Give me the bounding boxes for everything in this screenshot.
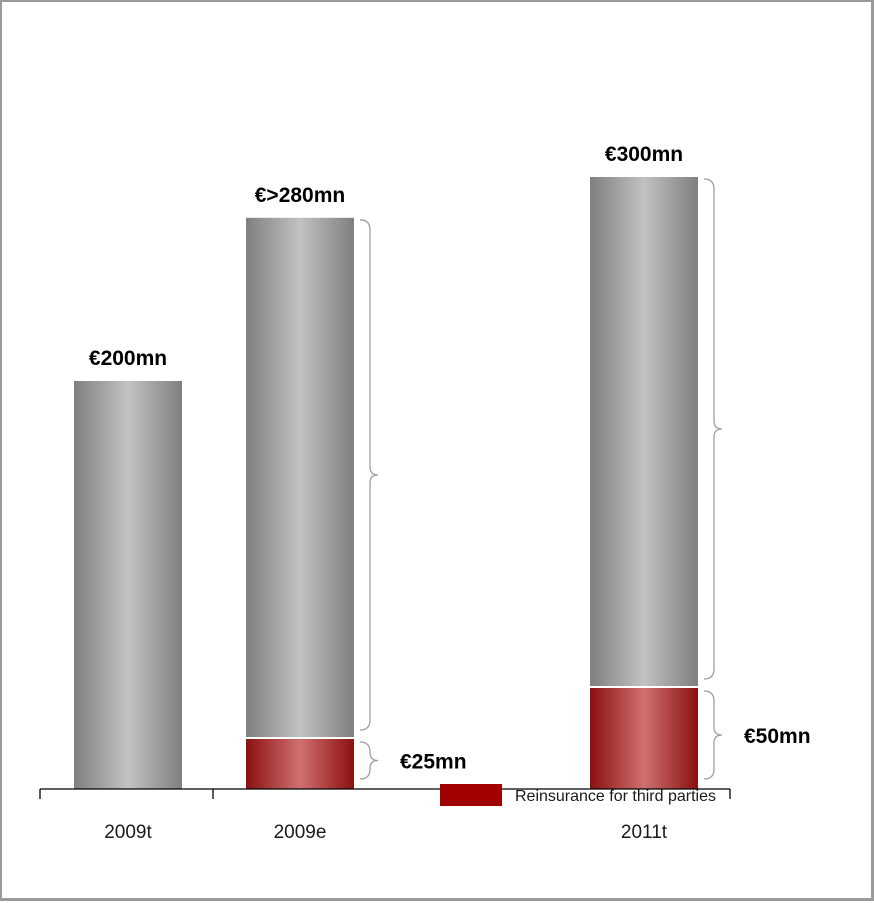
x-tick-label-2011t: 2011t [621, 822, 668, 843]
brace-base-2009e [359, 219, 379, 731]
braces-group [359, 178, 723, 780]
bar-base-2011t [590, 177, 698, 687]
brace-reinsurance-2011t [703, 690, 723, 780]
legend-swatch-reinsurance [440, 784, 502, 806]
labels-group: €200mn 2009t €>280mn 2009e €25mn €300mn 2011t €… [89, 143, 811, 843]
segment-label-reinsurance-2011t: €50mn [744, 725, 811, 748]
bar-reinsurance-2011t [590, 687, 698, 789]
x-axis [39, 788, 731, 799]
segment-label-reinsurance-2009e: €25mn [400, 751, 467, 774]
x-tick-label-2009t: 2009t [104, 822, 152, 843]
brace-reinsurance-2009e [359, 741, 379, 780]
bars-group [74, 177, 698, 789]
bar-reinsurance-2009e [246, 738, 354, 789]
brace-base-2011t [703, 178, 723, 680]
legend-label-reinsurance: Reinsurance for third parties [515, 788, 716, 805]
total-label-2009e: €>280mn [255, 184, 345, 207]
total-label-2011t: €300mn [605, 143, 683, 166]
bar-base-2009e [246, 217, 354, 739]
total-label-2009t: €200mn [89, 347, 167, 370]
legend: Reinsurance for third parties [440, 784, 716, 806]
x-tick-label-2009e: 2009e [274, 822, 327, 843]
bar-base-2009t [74, 381, 182, 789]
